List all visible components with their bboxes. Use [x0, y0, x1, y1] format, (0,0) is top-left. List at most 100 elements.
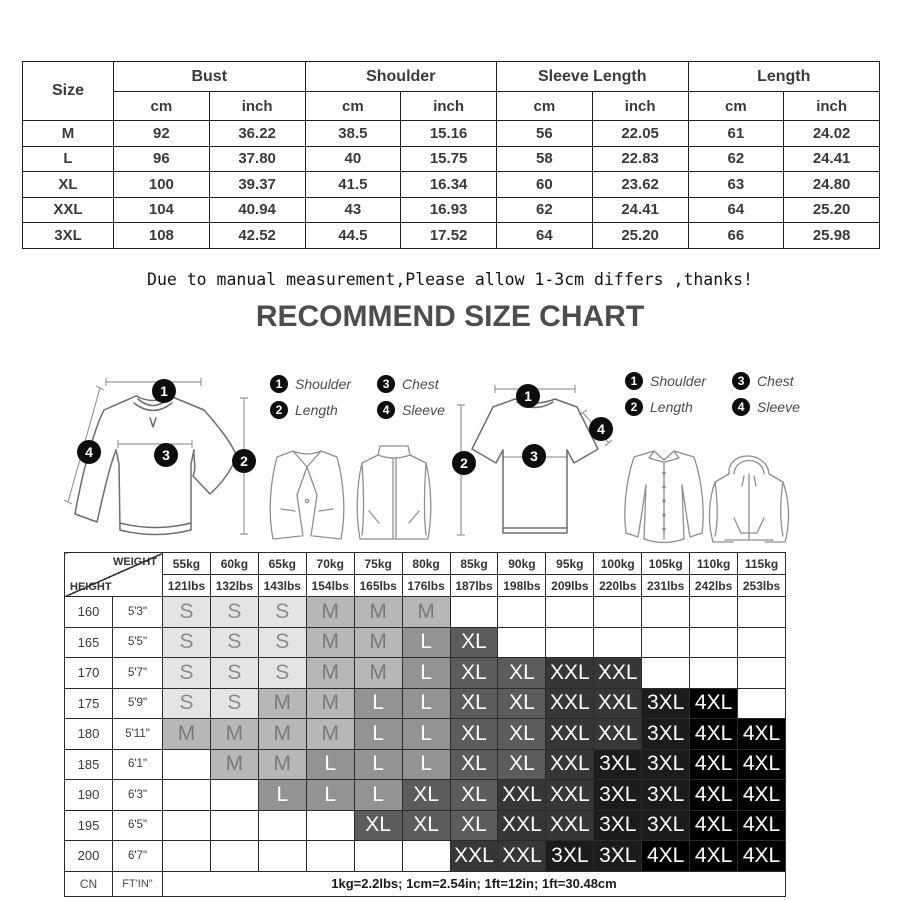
marker-chest-icon: 3: [522, 444, 546, 468]
weight-lbs-header: 209lbs: [545, 574, 595, 597]
empty-cell: [545, 626, 595, 658]
num-3-icon: 3: [732, 372, 751, 390]
measure-value: 22.05: [591, 120, 689, 147]
recommended-size-cell: S: [257, 626, 307, 658]
measure-value: 25.98: [783, 222, 880, 249]
measure-value: 96: [113, 145, 210, 172]
recommended-size-cell: 4XL: [689, 687, 739, 719]
recommended-size-cell: 4XL: [641, 840, 691, 872]
recommended-size-cell: XXL: [497, 809, 547, 841]
recommended-size-cell: XL: [449, 687, 499, 719]
weight-kg-header: 85kg: [449, 552, 499, 575]
size-table-row: 3XL 108 42.52 44.5 17.52 64 25.20 66 25.98: [22, 222, 880, 249]
recommend-row: 190 6'3" L L L XL XL XXL XXL 3XL 3XL 4XL 4XL: [64, 779, 786, 811]
recommended-size-cell: M: [353, 626, 403, 658]
measure-value: 37.80: [208, 145, 306, 172]
recommended-size-cell: M: [257, 748, 307, 780]
measure-value: 42.52: [208, 222, 306, 249]
empty-cell: [593, 596, 643, 628]
empty-cell: [209, 840, 259, 872]
marker-sleeve-icon: 4: [77, 440, 101, 464]
size-table-row: L 96 37.80 40 15.75 58 22.83 62 24.41: [22, 145, 880, 172]
measure-group-header: Sleeve Length: [496, 61, 689, 92]
weight-lbs-header: 187lbs: [449, 574, 499, 597]
height-ftin: 5'11": [112, 718, 163, 750]
recommended-size-cell: L: [353, 687, 403, 719]
recommended-size-cell: XXL: [545, 779, 595, 811]
recommended-size-cell: M: [305, 596, 355, 628]
height-ftin: 6'7": [112, 840, 163, 872]
weight-lbs-header: 198lbs: [497, 574, 547, 597]
recommended-size-cell: XL: [497, 687, 547, 719]
weight-height-diagonal-header: WEIGHT HEIGHT: [64, 552, 163, 597]
measure-value: 62: [687, 145, 785, 172]
empty-cell: [305, 809, 355, 841]
measure-value: 24.80: [783, 171, 880, 198]
height-cm: 190: [64, 779, 113, 811]
weight-kg-header: 80kg: [401, 552, 451, 575]
empty-cell: [162, 840, 211, 872]
weight-kg-header: 115kg: [737, 552, 786, 575]
measure-value: 62: [496, 196, 593, 223]
recommended-size-cell: S: [257, 596, 307, 628]
recommended-size-cell: XL: [401, 779, 451, 811]
recommended-size-cell: 3XL: [641, 809, 691, 841]
empty-cell: [641, 657, 691, 689]
recommended-size-cell: 4XL: [737, 840, 786, 872]
recommended-size-cell: XXL: [545, 809, 595, 841]
recommended-size-cell: XL: [449, 626, 499, 658]
measure-value: 25.20: [783, 196, 880, 223]
size-label: 3XL: [22, 222, 114, 249]
recommended-size-cell: 3XL: [593, 840, 643, 872]
weight-kg-header: 105kg: [641, 552, 691, 575]
recommended-size-cell: XXL: [545, 657, 595, 689]
empty-cell: [593, 626, 643, 658]
measure-value: 16.34: [400, 171, 497, 198]
height-cm: 175: [64, 687, 113, 719]
recommended-size-cell: 4XL: [689, 718, 739, 750]
num-2-icon: 2: [270, 401, 288, 419]
legend-shoulder: 1 Shoulder: [625, 372, 706, 390]
measure-group-header: Shoulder: [304, 61, 497, 92]
num-4-icon: 4: [377, 401, 396, 419]
recommended-size-cell: L: [305, 748, 355, 780]
weight-lbs-header: 132lbs: [209, 574, 259, 597]
unit-inch-header: inch: [591, 91, 689, 121]
empty-cell: [497, 626, 547, 658]
num-4-icon: 4: [732, 398, 751, 416]
empty-cell: [737, 657, 786, 689]
recommended-size-cell: L: [353, 718, 403, 750]
recommended-size-cell: 4XL: [689, 748, 739, 780]
unit-inch-header: inch: [783, 91, 880, 121]
empty-cell: [641, 596, 691, 628]
size-table-row: XL 100 39.37 41.5 16.34 60 23.62 63 24.80: [22, 171, 880, 198]
ftin-unit-label: FT'IN": [112, 870, 163, 897]
num-1-icon: 1: [625, 372, 643, 390]
measure-value: 22.83: [591, 145, 689, 172]
empty-cell: [305, 840, 355, 872]
measure-value: 64: [687, 196, 785, 223]
recommend-row: 165 5'5" S S S M M L XL: [64, 626, 786, 658]
size-column-header: Size: [22, 61, 114, 121]
measure-value: 108: [113, 222, 210, 249]
weight-lbs-header: 121lbs: [162, 574, 211, 597]
size-label: XL: [22, 171, 114, 198]
size-measurement-table: Size Bust Shoulder Sleeve Length Length cm inc…: [22, 61, 880, 249]
recommended-size-cell: XL: [497, 748, 547, 780]
weight-kg-header: 100kg: [593, 552, 643, 575]
empty-cell: [689, 657, 739, 689]
measure-value: 60: [496, 171, 593, 198]
measurement-note: Due to manual measurement,Please allow 1…: [147, 270, 753, 289]
height-cm: 170: [64, 657, 113, 689]
recommended-size-cell: S: [209, 657, 259, 689]
height-cm: 200: [64, 840, 113, 872]
height-cm: 185: [64, 748, 113, 780]
measure-value: 40: [304, 145, 402, 172]
blazer-diagram: [269, 450, 345, 540]
measure-value: 100: [113, 171, 210, 198]
unit-inch-header: inch: [400, 91, 497, 121]
empty-cell: [209, 809, 259, 841]
cn-unit-label: CN: [64, 870, 113, 897]
weight-lbs-header: 253lbs: [737, 574, 786, 597]
num-3-icon: 3: [377, 375, 396, 393]
